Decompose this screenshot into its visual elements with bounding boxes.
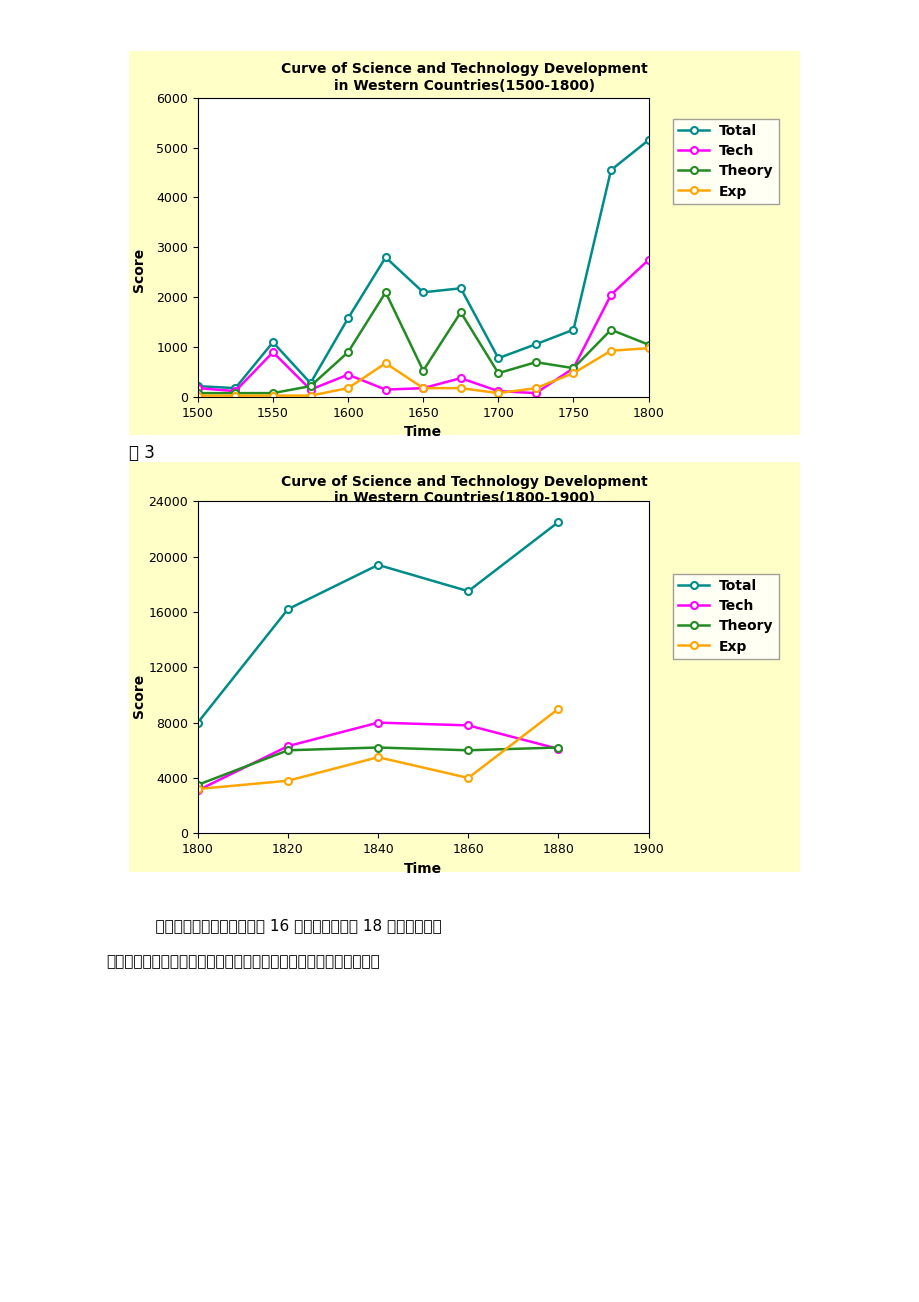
Theory	[305, 379, 316, 395]
Total	[605, 163, 616, 178]
Line: Tech: Tech	[194, 256, 652, 397]
Line: Theory: Theory	[194, 743, 562, 788]
Tech	[267, 345, 278, 361]
Tech	[372, 715, 383, 730]
Total	[342, 310, 353, 326]
Exp	[305, 388, 316, 404]
Text: Curve of Science and Technology Development
in Western Countries(1800-1900): Curve of Science and Technology Developm…	[281, 474, 647, 505]
Exp	[462, 771, 473, 786]
Tech	[230, 383, 241, 398]
Theory	[567, 361, 578, 376]
Tech	[605, 286, 616, 302]
Legend: Total, Tech, Theory, Exp: Total, Tech, Theory, Exp	[672, 118, 777, 203]
Exp	[567, 366, 578, 381]
Tech	[305, 381, 316, 397]
Total	[230, 380, 241, 396]
Exp	[605, 342, 616, 358]
Exp	[530, 380, 541, 396]
Line: Exp: Exp	[194, 345, 652, 400]
Theory	[455, 305, 466, 320]
Line: Theory: Theory	[194, 289, 652, 397]
Total	[462, 583, 473, 599]
Total	[552, 514, 563, 530]
Total	[493, 350, 504, 366]
Legend: Total, Tech, Theory, Exp: Total, Tech, Theory, Exp	[672, 574, 777, 659]
Tech	[282, 738, 293, 754]
Total	[455, 280, 466, 296]
Tech	[567, 361, 578, 376]
Theory	[192, 385, 203, 401]
Total	[380, 250, 391, 266]
Line: Tech: Tech	[194, 719, 562, 794]
Total	[530, 336, 541, 352]
Total	[192, 715, 203, 730]
Theory	[642, 337, 653, 353]
Tech	[342, 367, 353, 383]
Theory	[462, 742, 473, 758]
Theory	[342, 345, 353, 361]
Total	[305, 375, 316, 391]
Theory	[605, 322, 616, 337]
Exp	[642, 340, 653, 355]
Exp	[192, 781, 203, 797]
Exp	[282, 773, 293, 789]
Tech	[192, 783, 203, 798]
Text: Score: Score	[131, 247, 146, 292]
Text: 欧科技发展的持续高速增长主要是由科学理论的大量出现所带动的，: 欧科技发展的持续高速增长主要是由科学理论的大量出现所带动的，	[106, 954, 380, 970]
Exp	[417, 380, 428, 396]
Tech	[530, 385, 541, 401]
Theory	[192, 777, 203, 793]
Theory	[530, 354, 541, 370]
Tech	[642, 253, 653, 268]
Exp	[342, 380, 353, 396]
Total	[417, 285, 428, 301]
Theory	[230, 385, 241, 401]
Tech	[380, 381, 391, 397]
Total	[372, 557, 383, 573]
Tech	[493, 383, 504, 398]
Text: Score: Score	[131, 674, 146, 719]
Theory	[417, 363, 428, 379]
Tech	[417, 380, 428, 396]
Theory	[380, 285, 391, 301]
Exp	[455, 380, 466, 396]
Theory	[267, 385, 278, 401]
Exp	[493, 385, 504, 401]
Exp	[552, 700, 563, 716]
Line: Total: Total	[194, 137, 652, 392]
Tech	[552, 741, 563, 756]
Total	[267, 335, 278, 350]
Theory	[282, 742, 293, 758]
Exp	[372, 750, 383, 766]
Exp	[192, 388, 203, 404]
X-axis label: Time: Time	[403, 862, 442, 875]
Exp	[230, 388, 241, 404]
Text: Curve of Science and Technology Development
in Western Countries(1500-1800): Curve of Science and Technology Developm…	[281, 62, 647, 92]
Theory	[552, 740, 563, 755]
Tech	[462, 717, 473, 733]
Tech	[455, 370, 466, 385]
Total	[642, 133, 653, 148]
Text: 图 3: 图 3	[129, 444, 154, 462]
Theory	[493, 366, 504, 381]
Tech	[192, 380, 203, 396]
Total	[282, 602, 293, 617]
Total	[567, 322, 578, 337]
X-axis label: Time: Time	[403, 426, 442, 439]
Text: 从以上两幅图可以看出，从 16 世纪开始一直到 18 世纪中期，西: 从以上两幅图可以看出，从 16 世纪开始一直到 18 世纪中期，西	[136, 918, 441, 934]
Total	[192, 379, 203, 395]
Theory	[372, 740, 383, 755]
Line: Exp: Exp	[194, 706, 562, 793]
Exp	[380, 355, 391, 371]
Line: Total: Total	[194, 518, 562, 727]
Exp	[267, 388, 278, 404]
